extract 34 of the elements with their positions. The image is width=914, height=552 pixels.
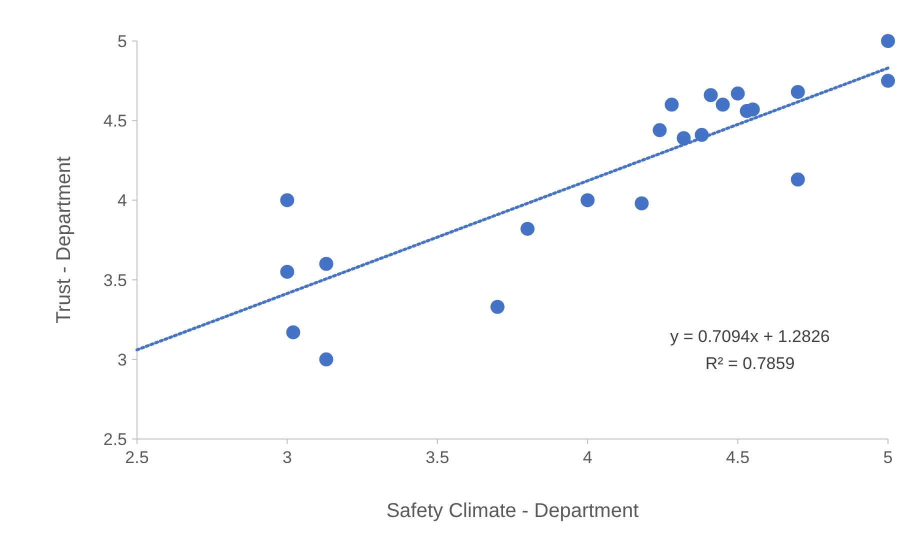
point [319, 352, 334, 366]
y-tick-label: 3.5 [103, 270, 127, 290]
point [716, 98, 730, 112]
point [634, 196, 649, 210]
point [881, 34, 895, 48]
x-tick-label: 4.5 [726, 448, 750, 467]
y-tick-label: 4.5 [103, 112, 127, 131]
point [881, 74, 895, 88]
point [580, 193, 595, 208]
point [286, 325, 300, 340]
x-axis-title: Safety Climate - Department [386, 500, 640, 522]
y-tick-label: 2.5 [103, 430, 127, 449]
point [280, 193, 294, 208]
y-axis-title: Trust - Department [53, 156, 75, 324]
y-tick-label: 3 [118, 350, 127, 370]
point [520, 222, 535, 236]
point [676, 131, 691, 146]
point [319, 256, 334, 271]
annotation: y = 0.7094x + 1.2826 [670, 327, 830, 346]
point [652, 123, 667, 138]
x-tick-label: 3 [282, 448, 292, 467]
point [704, 88, 718, 102]
x-tick-label: 4 [582, 448, 592, 467]
x-tick-label: 3.5 [426, 448, 450, 467]
annotation: R² = 0.7859 [705, 354, 795, 373]
point [280, 264, 294, 279]
x-tick-label: 5 [883, 448, 893, 467]
y-tick-label: 5 [118, 32, 127, 51]
point [664, 98, 679, 112]
point [790, 172, 805, 186]
point [730, 86, 745, 101]
y-tick-label: 4 [118, 191, 127, 210]
point [490, 300, 504, 314]
point [790, 84, 805, 99]
